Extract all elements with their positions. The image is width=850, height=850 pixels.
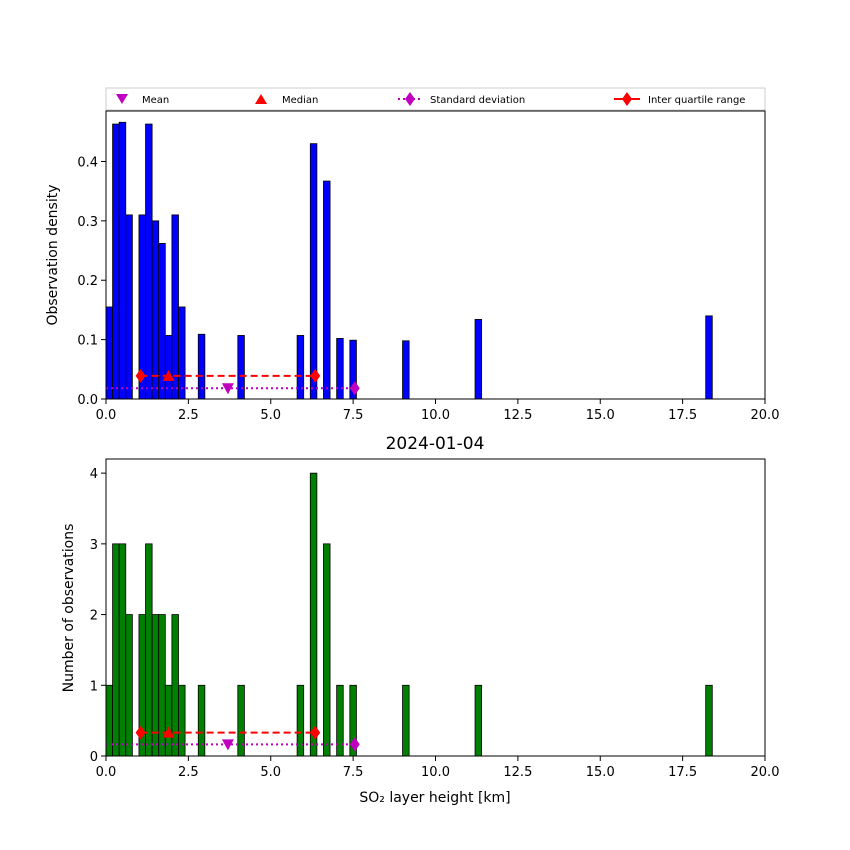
top-bar-18 (402, 340, 410, 400)
top-bar-2 (118, 121, 127, 400)
bottom-ytick-label-4: 4 (90, 467, 98, 482)
bottom-xtick-label-7: 17.5 (668, 765, 697, 780)
top-xtick-label-5: 12.5 (503, 408, 532, 423)
bottom-histogram: 0.0 2.5 5.0 7.5 10.0 12.5 15.0 17.5 20.0 0 1 2 3 4 (90, 458, 780, 780)
top-bar-3 (125, 214, 133, 400)
bottom-xtick-label-5: 12.5 (503, 765, 532, 780)
top-xtick-label-4: 10.0 (421, 408, 450, 423)
bottom-ytick-label-1: 1 (90, 679, 98, 694)
median-marker-icon (255, 94, 267, 104)
bottom-bar-1 (112, 543, 120, 757)
bottom-std-marker (349, 737, 360, 752)
bottom-bar-5 (145, 543, 153, 757)
bottom-bar-2 (118, 543, 127, 757)
bottom-xtick-label-3: 7.5 (343, 765, 364, 780)
bottom-bar-8 (164, 684, 173, 757)
legend: Mean Median Standard deviation Inter qua… (105, 87, 766, 111)
top-histogram: 0.0 2.5 5.0 7.5 10.0 12.5 15.0 17.5 20.0 0.0 0.1 0.… (77, 110, 780, 423)
top-bar-0 (105, 306, 113, 400)
bottom-bar-0 (105, 684, 113, 757)
top-bar-13 (296, 335, 305, 400)
bottom-bar-10 (178, 684, 186, 757)
top-xtick-label-3: 7.5 (343, 408, 364, 423)
legend-label-median: Median (282, 95, 318, 106)
legend-label-mean: Mean (142, 95, 169, 106)
bottom-bar-14 (309, 472, 318, 757)
bottom-xtick-label-6: 15.0 (586, 765, 615, 780)
legend-frame (105, 87, 766, 111)
iqr-diamond-icon (622, 92, 632, 106)
bottom-xtick-label-2: 5.0 (260, 765, 281, 780)
top-iqr-high-marker (310, 368, 321, 383)
top-bar-15 (323, 180, 331, 400)
bottom-bar-16 (336, 684, 344, 757)
top-ytick-label-2: 0.2 (77, 274, 98, 289)
top-bar-12 (237, 335, 245, 400)
top-bar-5 (145, 123, 153, 400)
top-xtick-label-1: 2.5 (178, 408, 199, 423)
bottom-xtick-label-8: 20.0 (751, 765, 780, 780)
bottom-iqr-high-marker (310, 725, 321, 740)
top-mean-marker (221, 383, 234, 395)
bottom-bar-6 (151, 614, 160, 757)
bottom-bar-19 (474, 684, 483, 757)
top-bar-8 (164, 335, 173, 400)
top-ylabel: Observation density (45, 184, 61, 325)
bottom-bar-3 (125, 614, 133, 757)
bottom-mean-marker (221, 739, 234, 751)
top-xtick-label-2: 5.0 (260, 408, 281, 423)
top-median-marker (162, 369, 175, 381)
std-diamond-icon (405, 92, 415, 106)
bottom-xtick-label-0: 0.0 (96, 765, 117, 780)
legend-item-mean: Mean (116, 94, 169, 106)
bottom-iqr-low-marker (135, 725, 146, 740)
bottom-bar-18 (402, 684, 410, 757)
top-ytick-label-4: 0.4 (77, 155, 98, 170)
bottom-xtick-label-1: 2.5 (178, 765, 199, 780)
top-xtick-label-8: 20.0 (751, 408, 780, 423)
bottom-median-marker (162, 726, 175, 738)
legend-label-std: Standard deviation (430, 95, 525, 106)
top-bar-20 (705, 315, 713, 400)
top-xtick-label-6: 15.0 (586, 408, 615, 423)
bottom-bar-15 (323, 543, 331, 757)
bottom-xtick-label-4: 10.0 (421, 765, 450, 780)
top-std-marker (349, 381, 360, 396)
bottom-bar-20 (705, 684, 713, 757)
top-bar-9 (171, 214, 179, 400)
legend-item-std: Standard deviation (398, 92, 525, 106)
top-bar-1 (112, 123, 120, 400)
top-ytick-label-1: 0.1 (77, 334, 98, 349)
legend-label-iqr: Inter quartile range (648, 95, 745, 106)
top-bar-10 (178, 306, 186, 400)
bottom-ylabel: Number of observations (61, 524, 77, 693)
top-bar-19 (474, 319, 483, 400)
top-xtick-label-0: 0.0 (96, 408, 117, 423)
bottom-bar-13 (296, 684, 305, 757)
top-bar-14 (309, 143, 318, 400)
bottom-bar-12 (237, 684, 245, 757)
bottom-bar-11 (197, 684, 206, 757)
legend-item-iqr: Inter quartile range (614, 92, 745, 106)
top-iqr-low-marker (135, 368, 146, 383)
top-bar-6 (151, 220, 160, 400)
top-ytick-label-0: 0.0 (77, 393, 98, 408)
bottom-title: 2024-01-04 (386, 434, 485, 454)
top-xtick-label-7: 17.5 (668, 408, 697, 423)
mean-marker-icon (116, 94, 128, 104)
bottom-ytick-label-2: 2 (90, 609, 98, 624)
top-ytick-label-3: 0.3 (77, 215, 98, 230)
bottom-xlabel: SO₂ layer height [km] (359, 790, 510, 806)
bottom-ytick-label-3: 3 (90, 538, 98, 553)
bottom-ytick-label-0: 0 (90, 750, 98, 765)
legend-item-median: Median (255, 94, 318, 106)
top-bar-16 (336, 338, 344, 400)
